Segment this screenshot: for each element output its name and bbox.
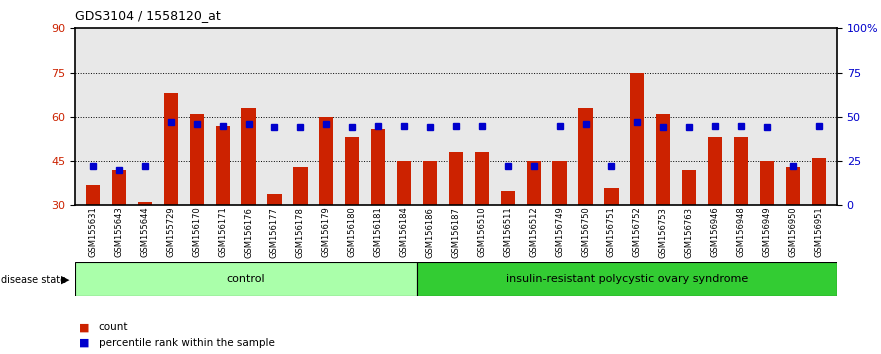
Bar: [293, 167, 307, 205]
Bar: [448, 152, 463, 205]
Bar: [552, 161, 566, 205]
Text: percentile rank within the sample: percentile rank within the sample: [99, 338, 275, 348]
Bar: [682, 170, 696, 205]
Bar: [786, 167, 800, 205]
Bar: [345, 137, 359, 205]
Text: ■: ■: [79, 322, 90, 332]
Bar: [397, 161, 411, 205]
Bar: [734, 137, 748, 205]
Bar: [137, 202, 152, 205]
Text: ▶: ▶: [61, 275, 70, 285]
Bar: [319, 117, 333, 205]
Bar: [500, 190, 515, 205]
Bar: [86, 185, 100, 205]
Bar: [417, 262, 837, 296]
Bar: [656, 114, 670, 205]
Bar: [371, 129, 385, 205]
Text: count: count: [99, 322, 128, 332]
Bar: [164, 93, 178, 205]
Text: insulin-resistant polycystic ovary syndrome: insulin-resistant polycystic ovary syndr…: [506, 274, 748, 284]
Bar: [604, 188, 618, 205]
Bar: [811, 158, 825, 205]
Text: ■: ■: [79, 338, 90, 348]
Text: control: control: [226, 274, 265, 284]
Bar: [708, 137, 722, 205]
Bar: [189, 114, 204, 205]
Bar: [216, 126, 230, 205]
Bar: [241, 108, 255, 205]
Bar: [112, 170, 126, 205]
Bar: [423, 161, 437, 205]
Bar: [579, 108, 593, 205]
Bar: [630, 73, 645, 205]
Text: disease state: disease state: [1, 275, 66, 285]
Bar: [759, 161, 774, 205]
Bar: [475, 152, 489, 205]
Bar: [527, 161, 541, 205]
Bar: [75, 262, 417, 296]
Text: GDS3104 / 1558120_at: GDS3104 / 1558120_at: [75, 9, 220, 22]
Bar: [267, 194, 282, 205]
